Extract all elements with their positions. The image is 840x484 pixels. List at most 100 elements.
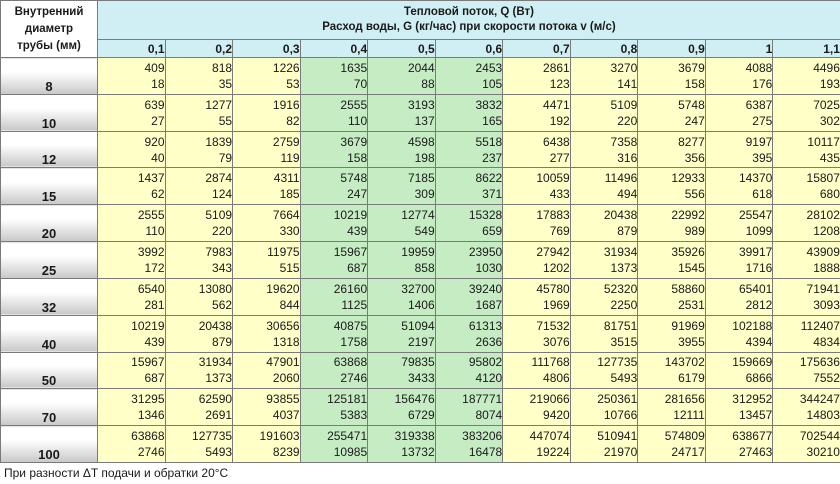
table-row: 12 920 40 1839 79 2759 119 3679 158 4598 198 5518 23…: [0, 130, 840, 169]
value-cell: 409 18: [97, 57, 166, 95]
heat-flow-value: 7664: [272, 208, 300, 223]
value-cell: 281656 12111: [637, 388, 706, 427]
value-cell: 2874 124: [164, 167, 234, 206]
value-cell: 4471 192: [502, 93, 571, 132]
heat-flow-value: 35926: [671, 244, 705, 259]
water-flow-value: 1545: [678, 260, 705, 275]
value-cell: 250361 10766: [569, 388, 639, 427]
water-flow-value: 1687: [475, 297, 503, 312]
water-flow-value: 879: [212, 334, 233, 349]
water-flow-value: 137: [414, 113, 435, 128]
velocity-header-cell: 0,8: [569, 39, 639, 58]
water-flow-value: 172: [144, 260, 165, 275]
heat-flow-value: 15967: [131, 355, 165, 370]
value-cell: 27942 1202: [502, 241, 571, 279]
water-flow-value: 19224: [536, 445, 570, 460]
water-flow-value: 494: [617, 187, 638, 202]
water-flow-value: 1373: [205, 371, 233, 386]
heat-flow-value: 920: [144, 134, 165, 149]
water-flow-value: 6729: [407, 408, 435, 423]
heat-flow-value: 3270: [610, 60, 638, 75]
heat-flow-value: 447074: [529, 429, 570, 444]
value-cell: 383206 16478: [434, 425, 504, 463]
heat-flow-value: 79835: [401, 355, 435, 370]
diameter-cell: 100: [0, 425, 98, 463]
value-cell: 319338 13732: [367, 425, 436, 463]
table-row: 40 10219 439 20438 879 30656 1318 40875 1758 5109…: [0, 314, 840, 353]
value-cell: 10219 439: [299, 204, 369, 243]
water-flow-value: 6179: [678, 371, 705, 386]
table-row: 100 63868 2746 127735 5493 191603 8239 255471 10…: [0, 425, 840, 463]
water-flow-value: 30210: [806, 445, 840, 460]
velocity-header-cell: 0,9: [637, 39, 706, 58]
heat-flow-value: 818: [212, 60, 233, 75]
value-cell: 2044 88: [367, 57, 436, 95]
water-flow-value: 53: [286, 76, 300, 91]
value-cell: 63868 2746: [299, 351, 369, 390]
value-cell: 20438 879: [569, 204, 639, 243]
footnote: При разности ΔT подачи и обратки 20°C: [4, 466, 229, 480]
heat-flow-value: 3679: [678, 60, 705, 75]
value-cell: 3679 158: [637, 57, 706, 95]
water-flow-value: 4806: [543, 371, 570, 386]
heat-flow-value: 20438: [198, 318, 233, 333]
value-cell: 10059 433: [502, 167, 571, 206]
value-cell: 22992 989: [637, 204, 706, 243]
water-flow-value: 193: [819, 76, 840, 91]
value-cell: 2555 110: [97, 204, 166, 243]
heat-flow-value: 281656: [664, 392, 705, 407]
value-cell: 4598 198: [367, 130, 436, 169]
heat-flow-value: 1916: [272, 97, 300, 112]
water-flow-value: 13732: [401, 445, 435, 460]
water-flow-value: 1125: [341, 297, 368, 312]
value-cell: 19620 844: [232, 277, 301, 316]
heat-flow-value: 45780: [536, 281, 570, 296]
water-flow-value: 10766: [603, 408, 638, 423]
heat-flow-value: 4598: [407, 134, 435, 149]
value-cell: 9197 395: [704, 130, 774, 169]
water-flow-value: 40: [151, 150, 165, 165]
value-cell: 2759 119: [232, 130, 301, 169]
table-row: 32 6540 281 13080 562 19620 844 26160 1125 32700 1…: [0, 277, 840, 316]
value-cell: 5518 237: [434, 130, 504, 169]
value-cell: 58860 2531: [637, 277, 706, 316]
diameter-cell: 25: [0, 241, 98, 279]
heat-flow-value: 5748: [340, 171, 368, 186]
value-cell: 1437 62: [97, 167, 166, 206]
heat-flow-value: 2555: [137, 208, 165, 223]
heat-flow-value: 61313: [468, 318, 503, 333]
water-flow-value: 2746: [340, 371, 368, 386]
value-cell: 312952 13457: [704, 388, 774, 427]
water-flow-value: 35: [218, 76, 233, 91]
value-cell: 62590 2691: [164, 388, 234, 427]
value-cell: 11975 515: [232, 241, 301, 279]
heat-flow-value: 112407: [800, 318, 840, 333]
heat-flow-value: 175636: [799, 355, 840, 370]
water-flow-value: 844: [279, 297, 300, 312]
heat-flow-value: 3992: [137, 244, 165, 259]
heat-flow-value: 8622: [475, 171, 503, 186]
water-flow-value: 16478: [468, 445, 503, 460]
water-flow-value: 7552: [813, 371, 840, 386]
heat-flow-value: 2044: [407, 60, 435, 75]
heat-flow-value: 102188: [732, 318, 773, 333]
heat-flow-value: 7185: [407, 171, 435, 186]
velocity-header-cell: 1,1: [772, 39, 840, 58]
value-cell: 30656 1318: [232, 314, 301, 353]
heat-flow-value: 510941: [597, 429, 638, 444]
value-cell: 156476 6729: [367, 388, 436, 427]
heat-flow-value: 19959: [401, 244, 435, 259]
value-cell: 7983 343: [164, 241, 234, 279]
value-cell: 574809 24717: [637, 425, 706, 463]
water-flow-value: 769: [549, 224, 570, 239]
velocity-header-cell: 0,2: [164, 39, 234, 58]
heat-flow-value: 156476: [394, 392, 435, 407]
water-flow-value: 562: [212, 297, 233, 312]
value-cell: 102188 4394: [704, 314, 774, 353]
heat-flow-value: 312952: [732, 392, 773, 407]
water-flow-value: 1716: [745, 260, 773, 275]
value-cell: 920 40: [97, 130, 166, 169]
heat-flow-value: 7025: [813, 97, 840, 112]
heat-flow-value: 7983: [205, 244, 233, 259]
